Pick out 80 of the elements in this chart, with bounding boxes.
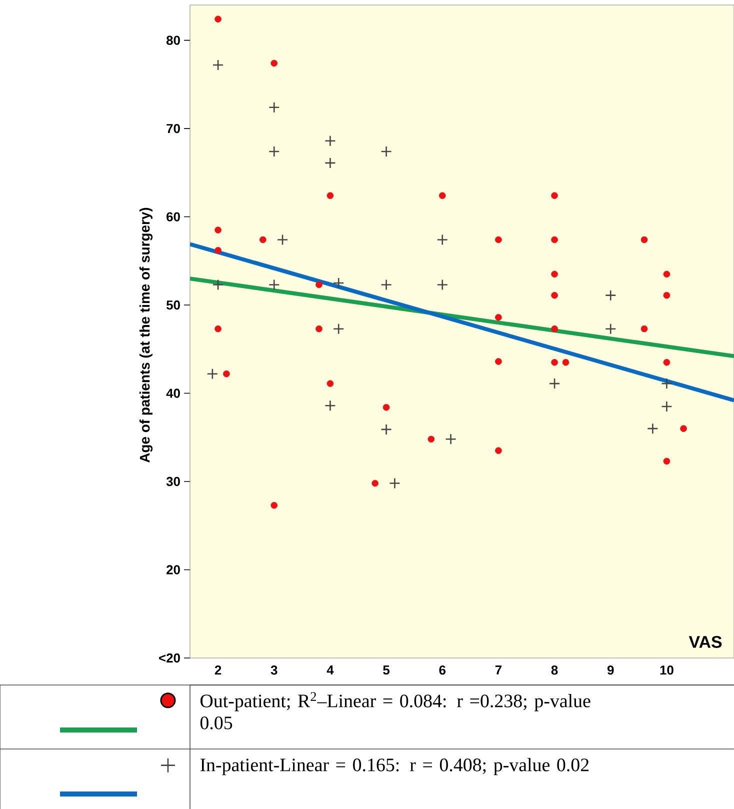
point [380, 424, 392, 436]
point [428, 436, 435, 443]
point [680, 425, 687, 432]
x-tick-label: 7 [495, 666, 502, 674]
point [551, 236, 558, 244]
y-tick-label: 60 [166, 212, 180, 222]
point [647, 422, 658, 434]
point [332, 277, 344, 289]
y-axis-title: Age of patients (at the time of surgery) [139, 208, 153, 463]
point [268, 146, 280, 158]
point [316, 281, 322, 288]
point [212, 59, 224, 71]
point [326, 192, 334, 200]
point [604, 290, 616, 301]
point [495, 447, 502, 454]
x-tick-label: 4 [326, 666, 334, 674]
point [270, 60, 278, 67]
point [276, 234, 288, 246]
point [268, 102, 280, 114]
text: Out-patient; R$^{2}$–Linear = 0.084: r =0.238; p-value 0.05 [200, 692, 590, 730]
point [212, 279, 224, 290]
point [551, 270, 558, 278]
point [214, 226, 222, 234]
x-tick-label: 2 [214, 666, 222, 675]
point [495, 236, 502, 244]
point [436, 279, 448, 290]
point [551, 192, 558, 200]
point [661, 400, 672, 412]
point [316, 325, 322, 332]
y-tick-label: 50 [166, 300, 180, 310]
point [260, 236, 266, 244]
point [604, 323, 616, 334]
point [661, 378, 672, 390]
point [548, 378, 560, 390]
point [380, 146, 392, 158]
point [445, 434, 456, 445]
point [382, 404, 390, 411]
y-tick-label: 80 [166, 36, 180, 45]
x-tick-label: 10 [660, 666, 674, 675]
point [640, 325, 648, 332]
point [214, 246, 222, 254]
point [551, 325, 558, 332]
x-tick-label: 6 [439, 666, 446, 675]
point [663, 292, 670, 299]
point [380, 279, 392, 290]
point [268, 279, 280, 290]
point [206, 368, 218, 380]
point [214, 325, 222, 332]
point [270, 502, 278, 509]
point [372, 480, 378, 487]
y-tick-label: 70 [166, 124, 180, 134]
point [438, 192, 446, 200]
point [562, 358, 570, 366]
point [326, 380, 334, 387]
point [332, 323, 344, 334]
point [551, 358, 558, 366]
x-tick-label: 5 [383, 666, 390, 675]
point [324, 135, 336, 147]
point [436, 234, 448, 246]
point [223, 370, 230, 378]
point [663, 270, 670, 278]
point [663, 458, 670, 465]
point [324, 400, 336, 412]
point [640, 236, 648, 244]
x-tick-label: 9 [607, 666, 614, 675]
point [663, 358, 670, 366]
x-axis-title: VAS [688, 636, 722, 648]
x-tick-label: 8 [551, 666, 558, 675]
point [389, 478, 400, 489]
y-tick-label: <20 [159, 653, 180, 663]
point [214, 16, 222, 23]
y-tick-label: 30 [166, 476, 180, 486]
legend-label: In-patient-Linear = 0.165: r = 0.408; p-value 0.02 [200, 758, 589, 776]
point [324, 157, 336, 169]
point [495, 358, 502, 365]
x-tick-label: 3 [270, 666, 278, 675]
point [551, 292, 558, 299]
point [495, 314, 502, 321]
y-tick-label: 40 [166, 388, 180, 398]
y-tick-label: 20 [166, 565, 180, 574]
